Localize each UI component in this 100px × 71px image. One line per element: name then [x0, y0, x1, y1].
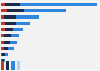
- Bar: [1, 41, 4, 44]
- Bar: [10, 41, 17, 44]
- Bar: [8, 47, 14, 50]
- Bar: [20, 3, 97, 6]
- Bar: [1, 3, 5, 6]
- Bar: [13, 28, 23, 31]
- Bar: [11, 61, 15, 71]
- Bar: [4, 41, 10, 44]
- Bar: [1, 9, 7, 12]
- Bar: [1, 47, 4, 50]
- Bar: [1, 59, 2, 62]
- Bar: [1, 53, 2, 56]
- Bar: [5, 28, 13, 31]
- Bar: [4, 15, 16, 19]
- Bar: [4, 59, 5, 62]
- Bar: [4, 47, 8, 50]
- Bar: [1, 15, 4, 19]
- Bar: [5, 53, 8, 56]
- Bar: [24, 9, 66, 12]
- Bar: [16, 15, 39, 19]
- Bar: [7, 9, 24, 12]
- Bar: [5, 3, 20, 6]
- Bar: [1, 28, 5, 31]
- Bar: [2, 59, 4, 62]
- Bar: [5, 22, 16, 25]
- Bar: [1, 22, 5, 25]
- Bar: [1, 34, 4, 37]
- Bar: [2, 53, 5, 56]
- Bar: [4, 34, 11, 37]
- Bar: [17, 61, 20, 71]
- Bar: [1, 61, 4, 71]
- Bar: [16, 22, 30, 25]
- Bar: [6, 61, 9, 71]
- Bar: [11, 34, 18, 37]
